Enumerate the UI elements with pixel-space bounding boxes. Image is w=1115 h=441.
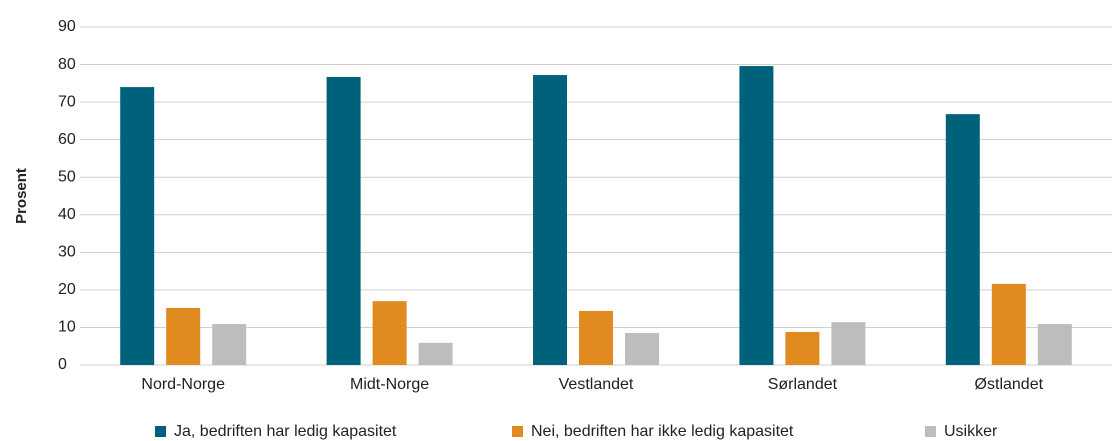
bar xyxy=(739,66,774,366)
x-tick-label: Sørlandet xyxy=(768,376,838,393)
y-tick-label: 20 xyxy=(58,281,76,298)
y-tick-label: 70 xyxy=(58,93,76,110)
y-tick-label: 0 xyxy=(58,356,67,373)
y-tick-label: 50 xyxy=(58,168,76,185)
bar xyxy=(625,333,659,365)
bar xyxy=(120,87,155,365)
x-tick-label: Nord-Norge xyxy=(141,376,225,393)
y-tick-label: 90 xyxy=(58,18,76,35)
y-tick-label: 30 xyxy=(58,244,76,261)
legend-swatch xyxy=(512,426,523,437)
y-axis-title: Prosent xyxy=(13,168,30,224)
bar xyxy=(418,342,453,365)
y-tick-label: 10 xyxy=(58,319,76,336)
y-tick-label: 40 xyxy=(58,206,76,223)
bar xyxy=(945,114,980,365)
legend-label: Nei, bedriften har ikke ledig kapasitet xyxy=(531,423,794,440)
bar xyxy=(991,283,1026,365)
legend-label: Ja, bedriften har ledig kapasitet xyxy=(174,423,397,440)
bar xyxy=(372,301,407,365)
x-tick-label: Vestlandet xyxy=(559,376,634,393)
legend-swatch xyxy=(155,426,166,437)
x-tick-label: Østlandet xyxy=(975,376,1044,393)
legend-swatch xyxy=(925,426,936,437)
y-tick-label: 80 xyxy=(58,56,76,73)
bar xyxy=(166,307,201,365)
bar xyxy=(1037,324,1072,365)
bar xyxy=(831,322,866,365)
bar xyxy=(533,75,567,366)
x-tick-label: Midt-Norge xyxy=(350,376,429,393)
legend-label: Usikker xyxy=(944,423,998,440)
y-tick-label: 60 xyxy=(58,131,76,148)
bar xyxy=(785,331,820,365)
bar xyxy=(579,310,613,365)
bar xyxy=(212,324,247,365)
bar xyxy=(326,76,361,366)
